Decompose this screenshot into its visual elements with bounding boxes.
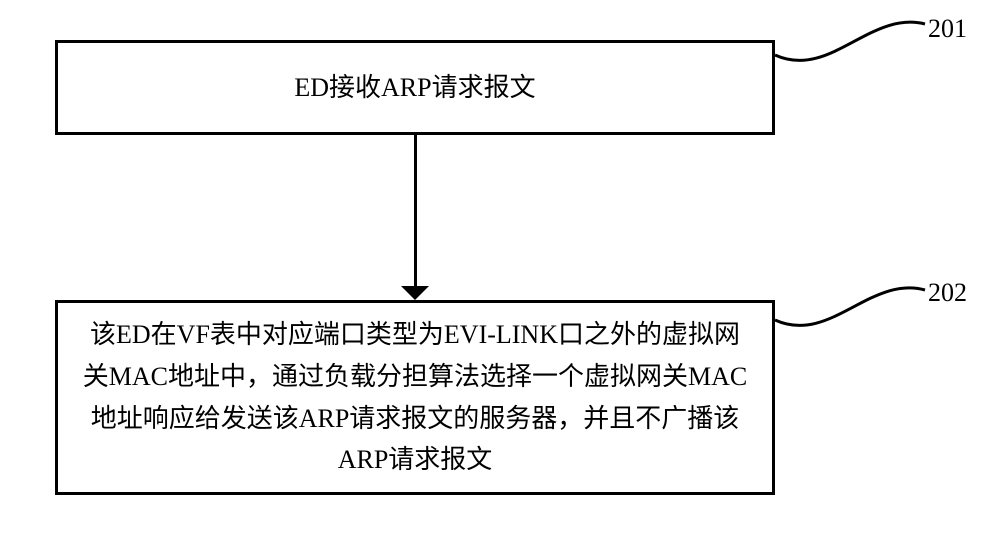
step-box-1: ED接收ARP请求报文 [55, 40, 775, 135]
step-text-2: 该ED在VF表中对应端口类型为EVI-LINK口之外的虚拟网关MAC地址中，通过… [78, 314, 752, 480]
flowchart-container: ED接收ARP请求报文 201 该ED在VF表中对应端口类型为EVI-LINK口… [0, 0, 1000, 538]
arrow-head [401, 286, 429, 300]
step-label-2: 202 [928, 278, 967, 308]
step-text-1: ED接收ARP请求报文 [294, 67, 535, 109]
curve-path-2 [775, 288, 925, 326]
curve-path-1 [775, 22, 925, 60]
arrow-line [414, 135, 417, 286]
step-box-2: 该ED在VF表中对应端口类型为EVI-LINK口之外的虚拟网关MAC地址中，通过… [55, 300, 775, 495]
step-label-1: 201 [928, 14, 967, 44]
